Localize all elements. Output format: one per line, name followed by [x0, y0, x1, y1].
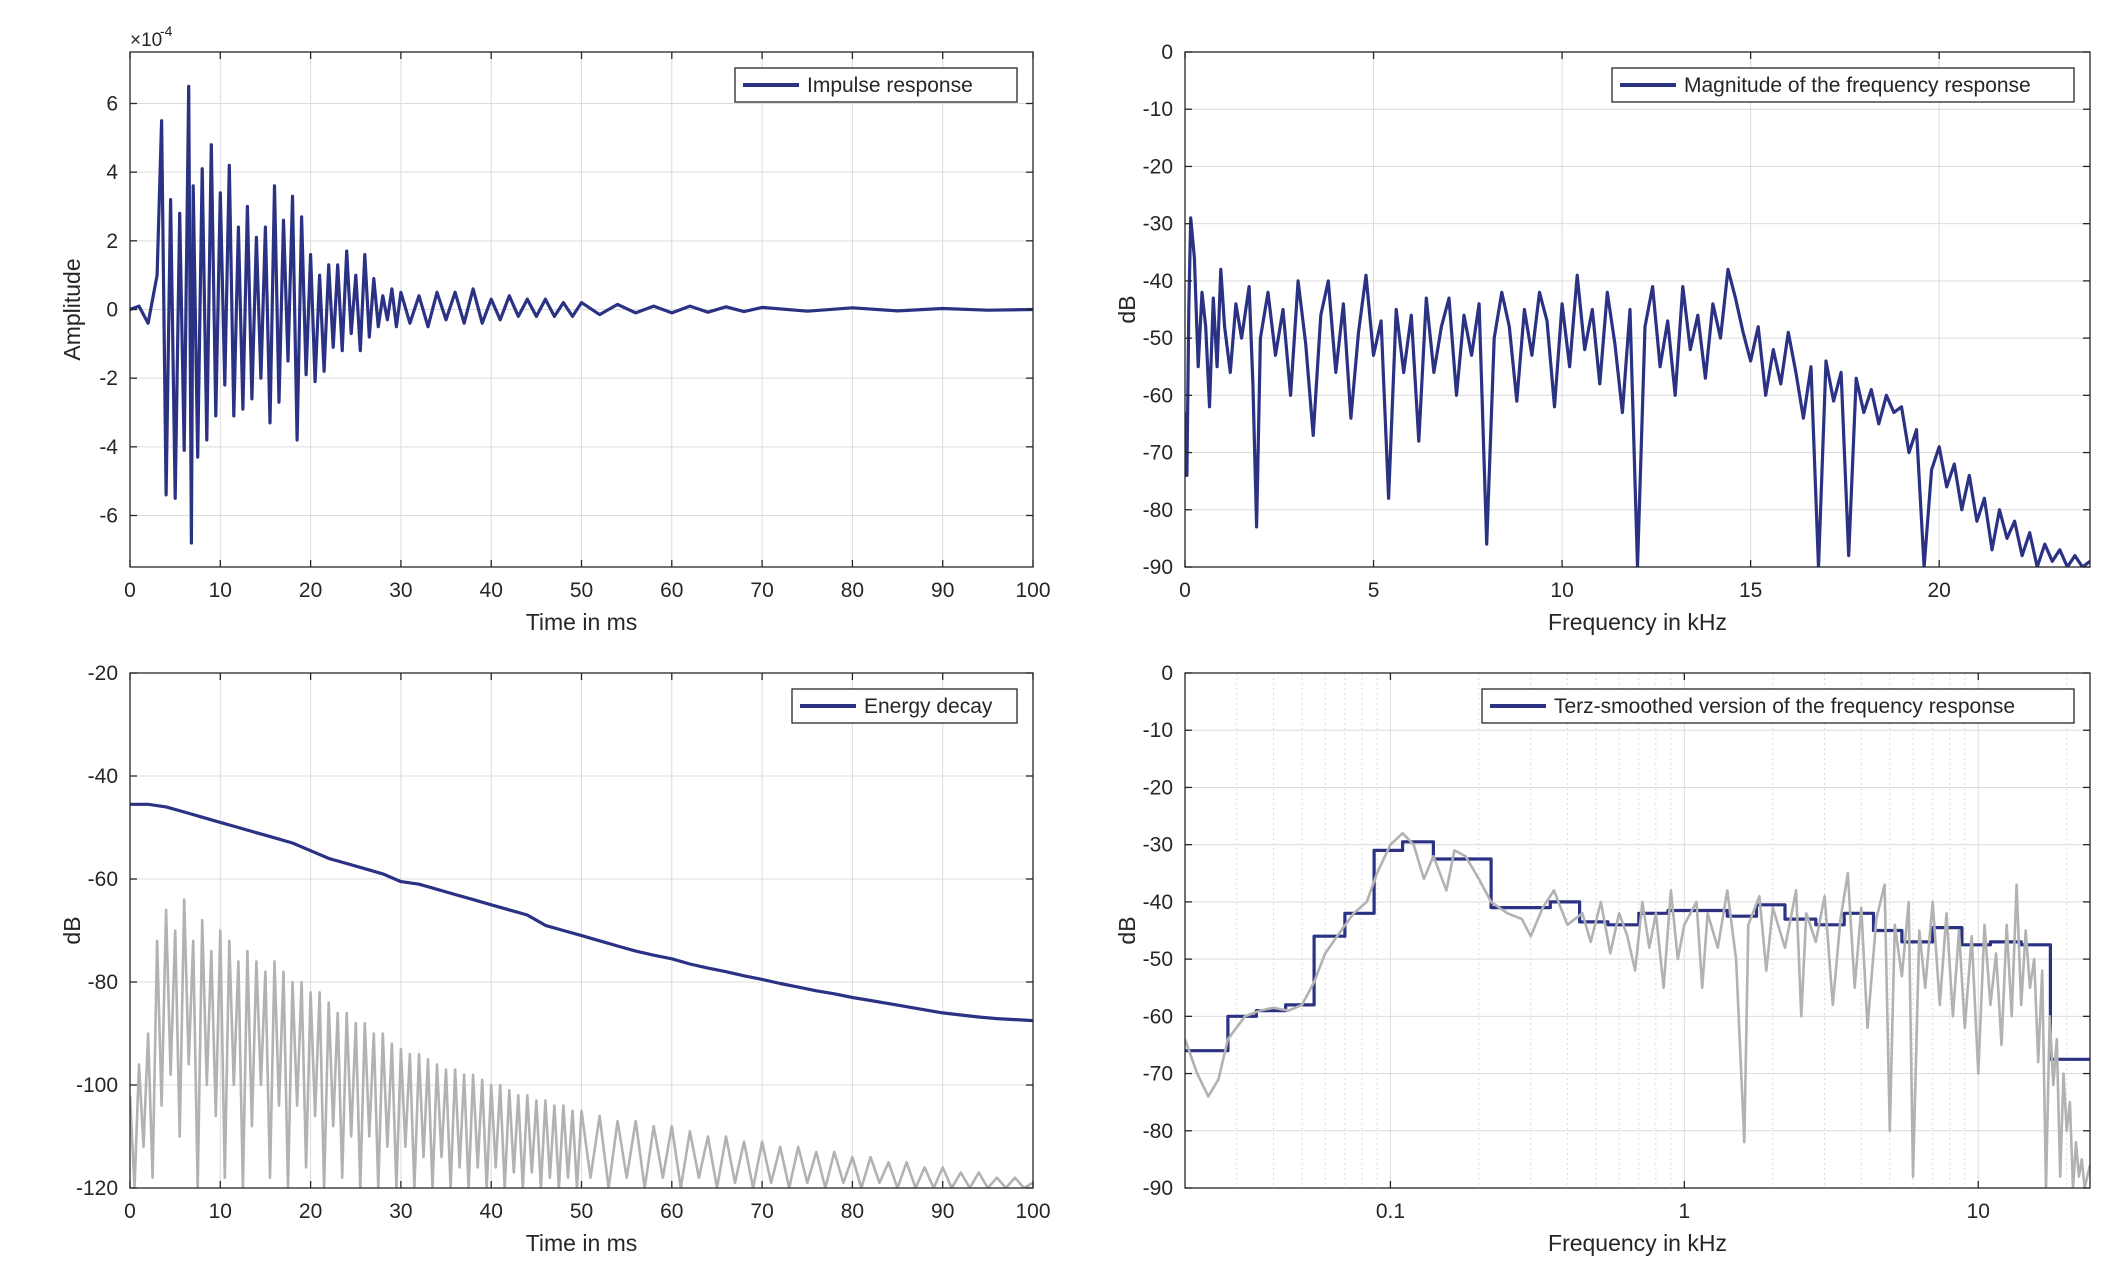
x-tick-label: 70: [750, 579, 773, 602]
terz-xlabel: Frequency in kHz: [1548, 1230, 1727, 1256]
y-tick-label: -10: [1143, 98, 1173, 121]
x-tick-label: 10: [209, 579, 232, 602]
y-tick-label: -50: [1143, 327, 1173, 350]
x-tick-label: 5: [1368, 579, 1380, 602]
x-tick-label: 50: [570, 579, 593, 602]
x-tick-label: 15: [1739, 579, 1762, 602]
x-tick-label: 1: [1678, 1200, 1690, 1223]
magnitude-response-chart: 0 5 10 15 20 0 -10 -20 -30 -40 -50 -60 -70 -80 -90 Mag…: [1114, 41, 2091, 635]
y-tick-label: -20: [1143, 155, 1173, 178]
impulse-ylabel: Amplitude: [59, 258, 85, 360]
energy-decay-chart: 0 10 20 30 40 50 60 70 80 90 100 -20 -40 -60 -80 -100 -1…: [59, 662, 1051, 1256]
impulse-legend-label: Impulse response: [807, 74, 973, 97]
y-tick-label: -10: [1143, 719, 1173, 742]
x-tick-label: 80: [841, 579, 864, 602]
terz-smoothed-chart: 0.1 1 10 0 -10 -20 -30 -40 -50 -60 -70 -80 -90 Terz-…: [1114, 662, 2091, 1256]
magnitude-legend-label: Magnitude of the frequency response: [1684, 74, 2031, 97]
x-tick-label: 40: [480, 1200, 503, 1223]
terz-legend-label: Terz-smoothed version of the frequency r…: [1554, 695, 2015, 718]
magnitude-legend: Magnitude of the frequency response: [1611, 67, 2075, 103]
energy-legend: Energy decay: [791, 688, 1018, 724]
y-tick-label: -60: [1143, 384, 1173, 407]
x-tick-label: 40: [480, 579, 503, 602]
x-tick-label: 0: [124, 579, 136, 602]
x-tick-label: 60: [660, 1200, 683, 1223]
energy-legend-label: Energy decay: [864, 695, 993, 718]
y-tick-label: -6: [99, 505, 118, 528]
y-tick-label: -30: [1143, 213, 1173, 236]
impulse-legend: Impulse response: [734, 67, 1018, 103]
impulse-response-chart: 0 10 20 30 40 50 60 70 80 90 100 -6 -4 -2 0 2 4 6 Impulse…: [59, 23, 1051, 635]
impulse-xlabel: Time in ms: [526, 609, 638, 635]
y-tick-label: -70: [1143, 1063, 1173, 1086]
y-tick-label: -60: [88, 868, 118, 891]
y-tick-label: -50: [1143, 948, 1173, 971]
energy-ylabel: dB: [59, 916, 85, 944]
y-tick-label: -4: [99, 436, 118, 459]
x-tick-label: 100: [1015, 1200, 1050, 1223]
y-tick-label: -80: [1143, 1120, 1173, 1143]
x-tick-label: 90: [931, 579, 954, 602]
y-tick-label: -70: [1143, 442, 1173, 465]
magnitude-ylabel: dB: [1114, 295, 1140, 323]
y-tick-label: -120: [76, 1177, 118, 1200]
terz-ylabel: dB: [1114, 916, 1140, 944]
y-tick-label: -40: [88, 765, 118, 788]
energy-xlabel: Time in ms: [526, 1230, 638, 1256]
y-tick-label: -100: [76, 1074, 118, 1097]
y-tick-label: -20: [88, 662, 118, 685]
x-tick-label: 70: [750, 1200, 773, 1223]
impulse-exponent-base: ×10: [130, 30, 162, 51]
y-tick-label: 0: [106, 299, 118, 322]
y-tick-label: -40: [1143, 270, 1173, 293]
x-tick-label: 30: [389, 1200, 412, 1223]
x-tick-label: 80: [841, 1200, 864, 1223]
background-series-line: [130, 898, 1033, 1188]
main-series-line: [1185, 840, 2090, 1061]
background-series-line: [1185, 831, 2090, 1188]
x-tick-label: 60: [660, 579, 683, 602]
x-tick-label: 0: [1179, 579, 1191, 602]
y-tick-label: 2: [106, 230, 118, 253]
y-tick-label: -30: [1143, 834, 1173, 857]
y-tick-label: -60: [1143, 1005, 1173, 1028]
x-tick-label: 20: [299, 579, 322, 602]
y-tick-label: -80: [1143, 499, 1173, 522]
y-tick-label: -90: [1143, 556, 1173, 579]
y-tick-label: -20: [1143, 776, 1173, 799]
main-series-line: [1185, 216, 2090, 567]
impulse-exponent-power: -4: [160, 23, 173, 39]
y-tick-label: -90: [1143, 1177, 1173, 1200]
terz-legend: Terz-smoothed version of the frequency r…: [1481, 688, 2075, 724]
axes-frame: [1184, 672, 2091, 1189]
y-tick-label: -40: [1143, 891, 1173, 914]
x-tick-label: 100: [1015, 579, 1050, 602]
main-series-line: [130, 802, 1033, 1023]
y-tick-label: 0: [1161, 662, 1173, 685]
y-tick-label: 0: [1161, 41, 1173, 64]
x-tick-label: 20: [299, 1200, 322, 1223]
x-tick-label: 50: [570, 1200, 593, 1223]
y-tick-label: 6: [106, 93, 118, 116]
magnitude-xlabel: Frequency in kHz: [1548, 609, 1727, 635]
x-tick-label: 10: [1550, 579, 1573, 602]
x-tick-label: 20: [1927, 579, 1950, 602]
x-tick-label: 30: [389, 579, 412, 602]
main-series-line: [130, 84, 1033, 545]
y-tick-label: 4: [106, 161, 118, 184]
axes-frame: [1184, 51, 2091, 568]
x-tick-label: 0: [124, 1200, 136, 1223]
x-tick-label: 90: [931, 1200, 954, 1223]
x-tick-label: 10: [1967, 1200, 1990, 1223]
y-tick-label: -2: [99, 367, 118, 390]
x-tick-label: 0.1: [1376, 1200, 1405, 1223]
x-tick-label: 10: [209, 1200, 232, 1223]
y-tick-label: -80: [88, 971, 118, 994]
